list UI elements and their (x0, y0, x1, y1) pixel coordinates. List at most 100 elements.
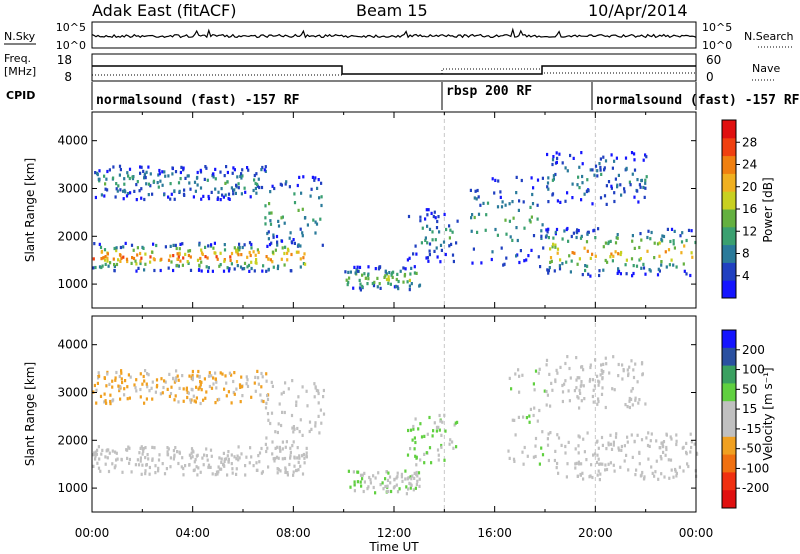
data-cell (561, 383, 564, 388)
data-cell (605, 362, 608, 366)
data-cell (359, 282, 362, 286)
data-cell (309, 194, 312, 198)
data-cell (648, 444, 651, 448)
data-cell (202, 194, 205, 198)
data-cell (661, 443, 664, 447)
data-cell (616, 236, 619, 240)
data-cell (274, 456, 277, 461)
data-cell (648, 268, 651, 272)
data-cell (617, 252, 620, 256)
data-cell (633, 195, 636, 199)
data-cell (265, 379, 268, 383)
data-cell (690, 445, 693, 450)
data-cell (290, 252, 293, 257)
data-cell (511, 200, 514, 204)
data-cell (300, 191, 303, 195)
data-cell (617, 173, 620, 177)
data-cell (517, 368, 520, 372)
data-cell (103, 392, 106, 396)
data-cell (314, 421, 317, 425)
data-cell (236, 454, 239, 458)
data-cell (128, 167, 132, 171)
data-cell (296, 446, 299, 450)
freq-tick-top: 18 (57, 53, 72, 67)
data-cell (281, 215, 284, 219)
data-cell (231, 171, 234, 175)
colorbar-tick-label: 100 (742, 363, 765, 377)
colorbar-tick-label: 20 (742, 180, 757, 194)
data-cell (600, 392, 604, 396)
data-cell (209, 465, 212, 469)
data-cell (552, 242, 555, 246)
data-cell (145, 382, 148, 386)
data-cell (473, 196, 476, 200)
data-cell (568, 254, 571, 258)
data-cell (135, 378, 138, 382)
data-cell (198, 243, 201, 247)
data-cell (246, 255, 249, 259)
data-cell (226, 170, 229, 175)
colorbar-tick-label: 15 (742, 402, 757, 416)
data-cell (415, 455, 418, 459)
data-cell (308, 420, 312, 424)
data-cell (596, 439, 599, 443)
data-cell (322, 412, 326, 416)
data-cell (577, 175, 580, 179)
data-cell (517, 208, 520, 212)
data-cell (284, 381, 287, 385)
data-cell (598, 462, 601, 466)
data-cell (174, 243, 177, 247)
data-cell (591, 202, 594, 206)
data-cell (223, 174, 226, 178)
data-cell (175, 246, 178, 251)
data-cell (504, 203, 507, 207)
data-cell (277, 456, 280, 460)
data-cell (198, 268, 201, 272)
data-cell (211, 472, 214, 476)
data-cell (139, 387, 142, 392)
data-cell (423, 452, 426, 456)
data-cell (312, 218, 315, 222)
data-cell (130, 470, 133, 474)
data-cell (266, 412, 270, 416)
data-cell (124, 379, 127, 383)
data-cell (406, 280, 409, 284)
data-cell (663, 475, 666, 479)
data-cell (437, 458, 440, 462)
data-cell (184, 176, 187, 180)
data-cell (577, 451, 580, 455)
data-cell (372, 474, 375, 478)
data-cell (421, 226, 424, 230)
data-cell (566, 462, 569, 466)
data-cell (515, 175, 518, 179)
data-cell (550, 381, 553, 385)
data-cell (619, 252, 622, 257)
x-tick-label: 04:00 (175, 526, 210, 540)
data-cell (608, 371, 611, 375)
data-cell (586, 431, 589, 435)
data-cell (258, 460, 261, 464)
data-cell (172, 376, 175, 380)
data-cell (356, 480, 359, 484)
y-tick-label: 1000 (57, 277, 88, 291)
data-cell (246, 265, 249, 269)
data-cell (268, 202, 271, 206)
data-cell (589, 168, 592, 172)
data-cell (249, 195, 252, 199)
data-cell (640, 362, 644, 366)
data-cell (638, 462, 641, 466)
data-cell (207, 266, 210, 270)
data-cell (361, 284, 364, 288)
data-cell (104, 255, 107, 259)
data-cell (653, 241, 656, 245)
data-cell (636, 189, 639, 193)
data-cell (395, 483, 398, 487)
data-cell (299, 464, 302, 468)
data-cell (139, 446, 142, 450)
data-cell (529, 407, 532, 411)
data-cell (157, 469, 160, 473)
data-cell (314, 176, 317, 180)
data-cell (581, 471, 584, 475)
data-cell (298, 430, 301, 434)
y-tick-label: 2000 (57, 433, 88, 447)
